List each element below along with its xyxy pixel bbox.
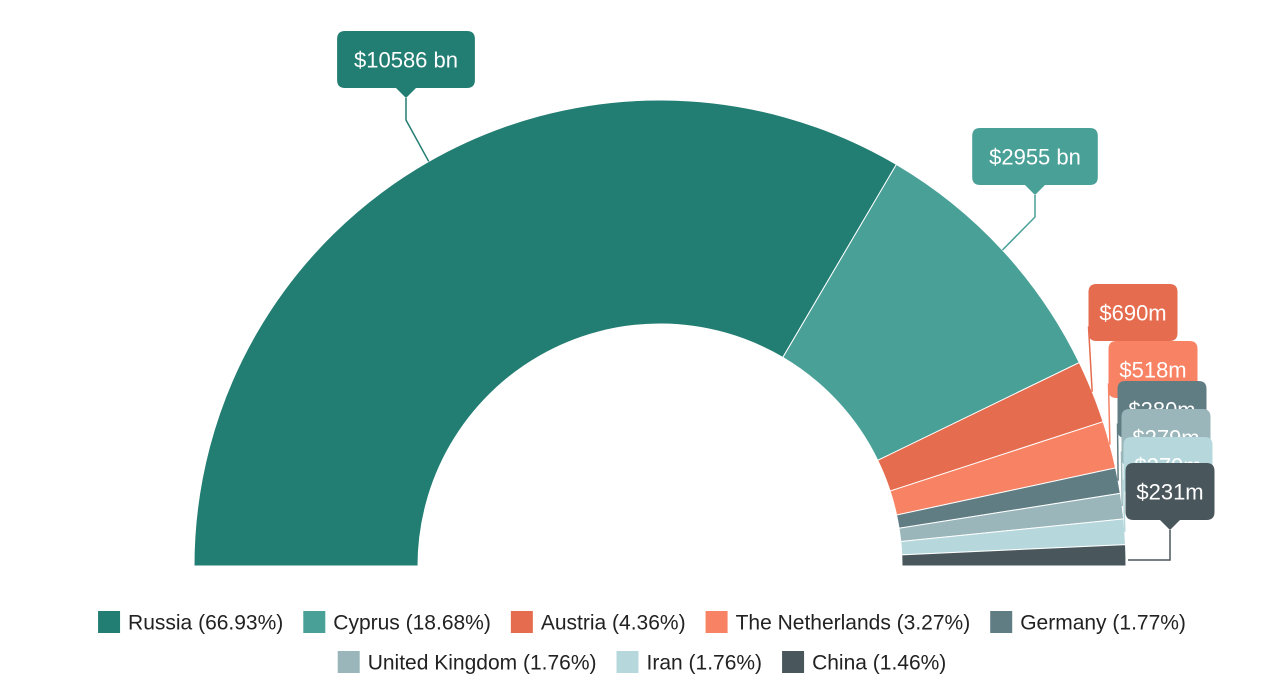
legend-swatch <box>616 651 639 673</box>
legend-label: China (1.46%) <box>812 652 946 675</box>
legend-swatch <box>510 611 533 633</box>
data-label-box <box>1125 463 1215 530</box>
legend-label: Austria (4.36%) <box>541 612 686 635</box>
legend-item-cyprus[interactable]: Cyprus (18.68%) <box>303 611 491 635</box>
leader-line-germany <box>1116 423 1119 481</box>
leader-line-austria <box>1087 326 1093 392</box>
callouts-layer: $10586 bn$2955 bn$690m$518m$280m$279m$27… <box>337 31 1215 530</box>
legend-item-russia[interactable]: Russia (66.93%) <box>98 611 283 635</box>
legend-label: Russia (66.93%) <box>128 612 283 635</box>
legend-item-germany[interactable]: Germany (1.77%) <box>990 611 1186 635</box>
slice-cyprus[interactable] <box>782 163 1080 462</box>
data-label-text: $10586 bn <box>354 48 458 73</box>
legend-item-iran[interactable]: Iran (1.76%) <box>616 651 763 675</box>
legend-item-united-kingdom[interactable]: United Kingdom (1.76%) <box>337 651 597 675</box>
leader-line-cyprus <box>1001 195 1036 251</box>
data-label-box <box>1088 284 1178 341</box>
legend-swatch <box>98 611 121 633</box>
leader-line-united-kingdom <box>1120 451 1123 507</box>
legend-label: Iran (1.76%) <box>647 652 763 675</box>
data-label-text: $690m <box>1099 301 1166 326</box>
legend-swatch <box>705 611 728 633</box>
data-label-text: $518m <box>1119 358 1186 383</box>
data-label-box <box>337 31 475 98</box>
data-label-box <box>972 128 1098 195</box>
leader-line-china <box>1128 530 1171 561</box>
data-label-austria: $690m <box>1088 284 1178 341</box>
legend-label: Cyprus (18.68%) <box>333 612 491 635</box>
data-label-russia: $10586 bn <box>337 31 475 98</box>
legend-item-the-netherlands[interactable]: The Netherlands (3.27%) <box>705 611 971 635</box>
legend-swatch <box>303 611 326 633</box>
data-label-text: $2955 bn <box>989 145 1081 170</box>
data-label-cyprus: $2955 bn <box>972 128 1098 195</box>
legend-item-china[interactable]: China (1.46%) <box>782 651 946 675</box>
legend-label: Germany (1.77%) <box>1020 612 1186 635</box>
legend-item-austria[interactable]: Austria (4.36%) <box>510 611 686 635</box>
legend: Russia (66.93%) Cyprus (18.68%) Austria (4… <box>98 611 1186 675</box>
legend-swatch <box>782 651 805 673</box>
data-label-text: $231m <box>1136 480 1203 505</box>
leader-line-the-netherlands <box>1107 383 1111 445</box>
slices-layer <box>193 99 1127 567</box>
data-label-china: $231m <box>1125 463 1215 530</box>
slice-russia[interactable] <box>193 99 898 567</box>
legend-swatch <box>990 611 1013 633</box>
slice-china[interactable] <box>901 544 1127 567</box>
legend-label: United Kingdom (1.76%) <box>368 652 597 675</box>
legend-label: The Netherlands (3.27%) <box>736 612 971 635</box>
leader-lines-layer <box>405 98 1171 561</box>
leader-line-russia <box>405 98 430 162</box>
legend-swatch <box>337 651 360 673</box>
